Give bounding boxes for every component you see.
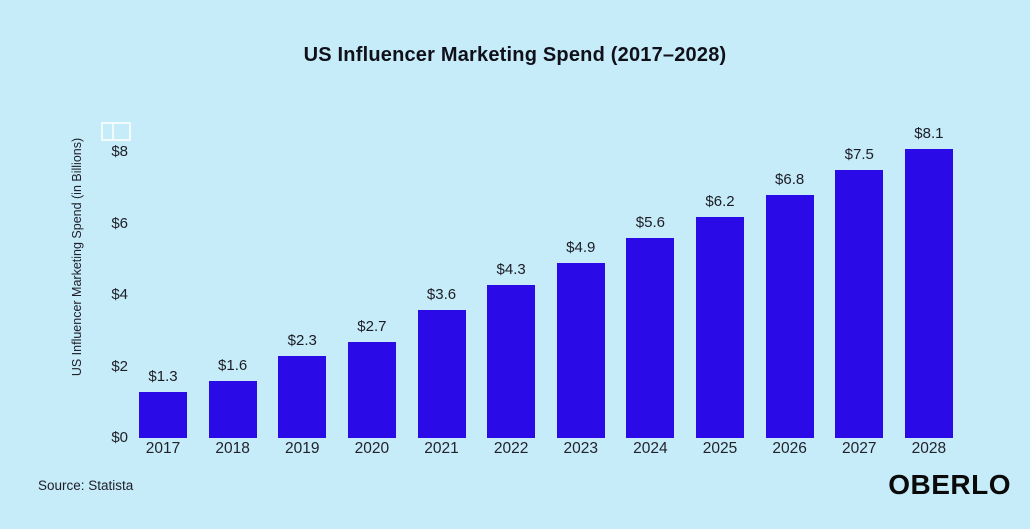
bar-column: $4.9 [556,239,605,438]
source-note: Source: Statista [38,478,134,493]
bar-column: $7.5 [835,146,884,438]
bar [278,355,327,438]
bar-value-label: $1.3 [148,367,178,385]
bar [696,216,744,438]
bar [904,148,953,438]
x-tick-label: 2023 [563,440,598,457]
bar [556,263,605,438]
bar-column: $1.6 [208,356,257,438]
bar-value-label: $8.1 [914,124,944,142]
bar-value-label: $2.7 [357,317,387,335]
y-tick-label: $0 [111,429,128,446]
y-tick-label: $8 [111,143,128,161]
bar-value-label: $7.5 [844,146,874,164]
x-axis-labels: 2017 2018 2019 2020 2021 2022 2023 2024 2025 2026… [139,440,953,458]
bar-value-label: $3.6 [426,285,457,303]
brand-logo: OBERLO [888,469,1011,500]
y-axis-ticks: $0 $2 $4 $6 $8 [83,0,128,529]
bar [347,341,396,438]
bar-column: $5.6 [626,214,675,438]
x-tick-label: 2028 [911,440,947,457]
bar [835,170,884,438]
bar-column: $6.2 [696,193,744,438]
bar [626,238,675,438]
x-tick-label: 2018 [215,440,250,457]
x-tick-label: 2027 [842,440,877,457]
x-tick-label: 2021 [424,440,459,457]
y-tick-label: $4 [111,286,128,304]
bar-column: $3.6 [417,285,466,438]
bar-value-label: $2.3 [287,331,317,349]
x-tick-label: 2026 [772,440,807,457]
chart-title: US Influencer Marketing Spend (2017–2028… [303,44,727,66]
bar-column: $1.3 [139,368,187,438]
bar [765,195,814,438]
bar [208,380,257,438]
bar-column: $8.1 [904,124,953,438]
bar-value-label: $6.8 [775,171,805,189]
x-tick-label: 2019 [285,440,320,457]
bar [417,309,466,438]
bar-value-label: $1.6 [218,356,248,374]
x-tick-label: 2024 [633,440,668,457]
x-tick-label: 2022 [493,440,529,457]
bar [139,391,187,438]
x-tick-label: 2025 [702,440,738,457]
bar-value-label: $4.9 [566,239,596,257]
x-tick-label: 2017 [145,440,181,457]
bar-value-label: $4.3 [496,260,526,278]
bar-value-label: $5.6 [635,214,665,232]
bar-column: $2.7 [347,317,396,438]
bar-value-label: $6.2 [705,192,735,210]
y-tick-label: $2 [111,357,128,375]
plot-area: $1.3 $1.6 $2.3 $2.7 $3.6 $4.3 $4.9 $5.6 $6.2 $6.8… [139,125,953,438]
ui-artifact-box [101,122,131,141]
bar-column: $2.3 [278,331,327,438]
bar-column: $4.3 [487,260,536,438]
y-tick-label: $6 [111,214,128,232]
bar [487,284,536,438]
x-tick-label: 2020 [354,440,390,457]
bar-column: $6.8 [765,171,814,438]
